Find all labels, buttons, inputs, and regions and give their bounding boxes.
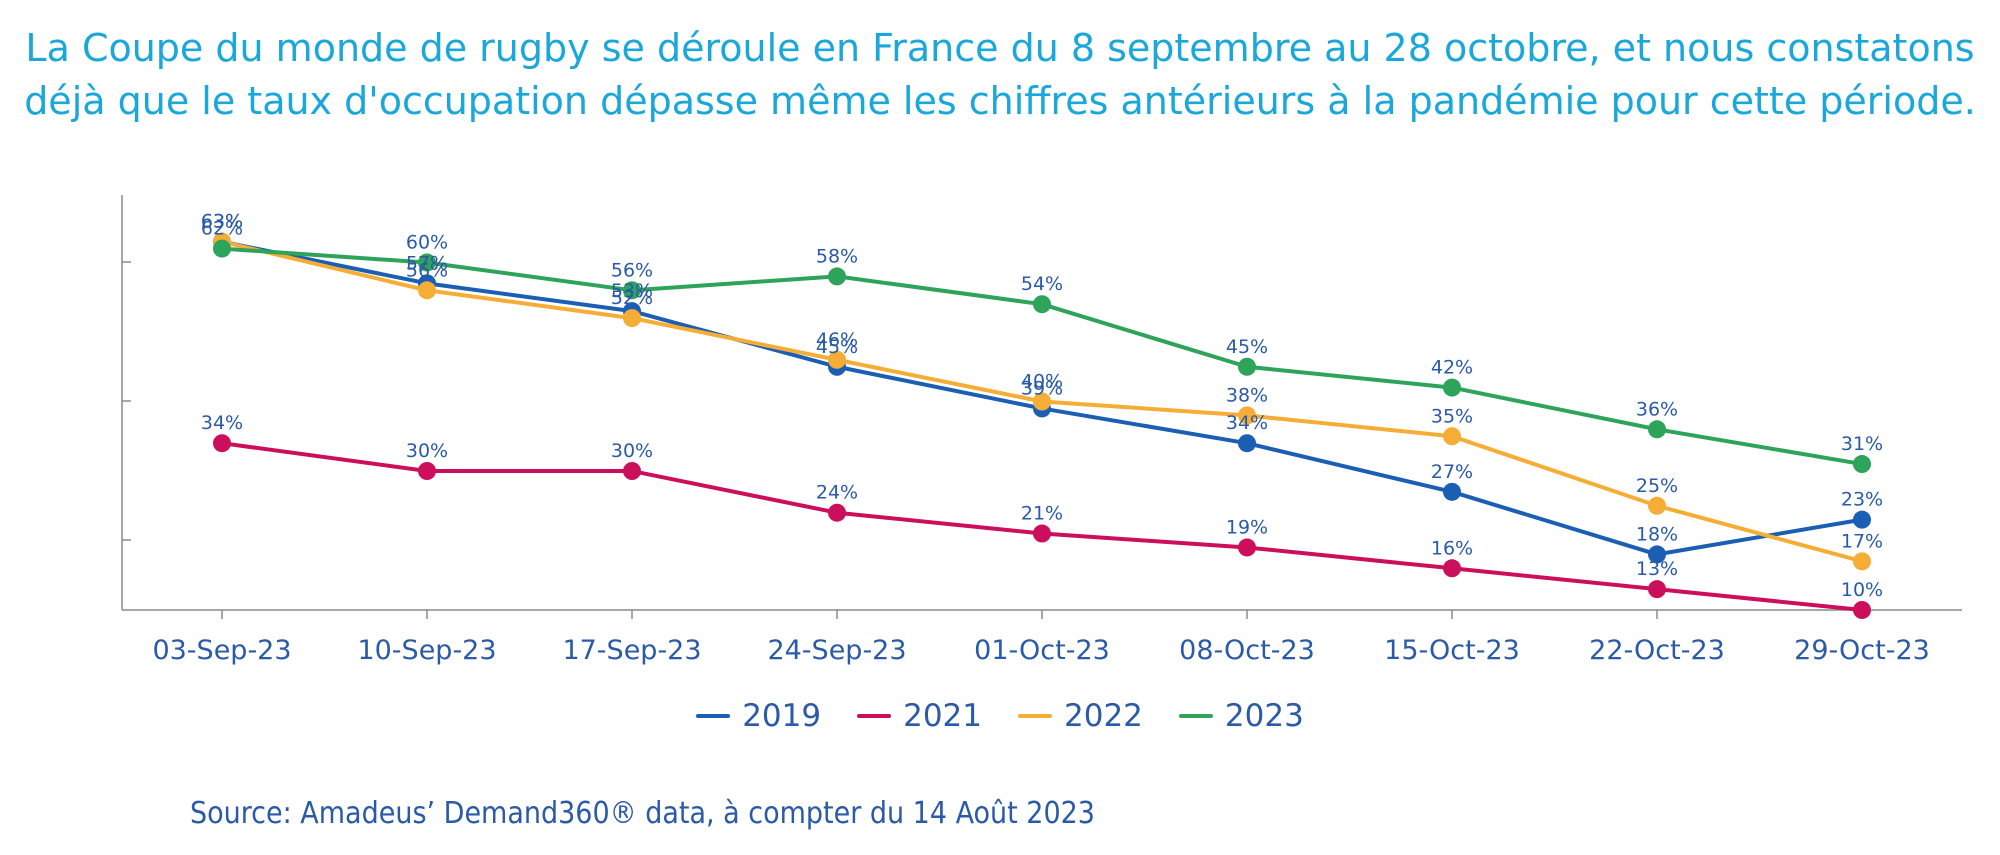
data-label-2022: 56% <box>406 259 448 281</box>
x-tick-labels: 03-Sep-23 10-Sep-23 17-Sep-23 24-Sep-23 01-O… <box>152 635 1929 666</box>
data-label-2023: 56% <box>611 259 653 281</box>
chart-title: La Coupe du monde de rugby se déroule en… <box>0 22 2000 128</box>
data-point-2022 <box>1443 427 1461 446</box>
data-point-2022 <box>1648 496 1666 515</box>
x-tick-label: 03-Sep-23 <box>152 635 291 666</box>
data-label-2023: 54% <box>1021 273 1063 295</box>
legend-label: 2019 <box>742 698 822 734</box>
data-label-2021: 30% <box>406 440 448 462</box>
legend-item-2022: 2022 <box>1018 698 1143 734</box>
data-label-2021: 21% <box>1021 503 1063 525</box>
data-label-2021: 19% <box>1226 516 1268 538</box>
data-label-2021: 16% <box>1431 537 1473 559</box>
legend-label: 2023 <box>1224 698 1304 734</box>
data-point-2023 <box>623 281 641 300</box>
data-label-2019: 34% <box>1226 412 1268 434</box>
data-label-2023: 31% <box>1841 433 1883 455</box>
chart-axes <box>121 195 1962 619</box>
data-label-2023: 42% <box>1431 357 1473 379</box>
x-tick-label: 24-Sep-23 <box>767 635 906 666</box>
x-tick-label: 10-Sep-23 <box>357 635 496 666</box>
data-label-2021: 10% <box>1841 579 1883 601</box>
data-label-2019: 53% <box>611 280 653 302</box>
data-point-2021 <box>1648 580 1666 599</box>
legend-item-2023: 2023 <box>1178 698 1304 734</box>
data-label-2019: 57% <box>406 252 448 274</box>
data-label-2023: 60% <box>406 232 448 254</box>
data-labels: 63% 57% 53% 45% 39% 34% 27% 18% 23% 34% 30% 30% 24% 2… <box>201 211 1883 601</box>
legend-label: 2022 <box>1064 698 1143 734</box>
data-label-2021: 30% <box>611 440 653 462</box>
data-point-2021 <box>1033 524 1051 543</box>
data-label-2022: 63% <box>201 211 243 233</box>
x-tick-label: 29-Oct-23 <box>1794 635 1930 666</box>
data-label-2019: 23% <box>1841 489 1883 511</box>
data-point-2021 <box>828 503 846 522</box>
series-points <box>213 232 1871 619</box>
data-point-2022 <box>418 281 436 300</box>
x-tick-label: 01-Oct-23 <box>974 635 1110 666</box>
chart-legend: 2019 2021 2022 2023 <box>0 698 2000 734</box>
data-label-2022: 35% <box>1431 405 1473 427</box>
data-point-2022 <box>1853 552 1871 571</box>
data-point-2023 <box>828 267 846 286</box>
x-tick-label: 17-Sep-23 <box>562 635 701 666</box>
data-point-2022 <box>1238 406 1256 425</box>
data-point-2021 <box>1853 601 1871 619</box>
data-label-2022: 40% <box>1021 371 1063 393</box>
data-point-2023 <box>213 239 231 258</box>
data-label-2019: 18% <box>1636 523 1678 545</box>
x-tick-label: 22-Oct-23 <box>1589 635 1725 666</box>
legend-label: 2021 <box>903 698 982 734</box>
data-point-2023 <box>1648 420 1666 439</box>
data-label-2021: 13% <box>1636 558 1678 580</box>
legend-item-2019: 2019 <box>696 698 821 734</box>
data-point-2022 <box>1033 392 1051 411</box>
data-point-2023 <box>1033 295 1051 314</box>
data-label-2022: 17% <box>1841 530 1883 552</box>
data-label-2023: 62% <box>201 218 243 240</box>
data-point-2021 <box>418 462 436 480</box>
data-point-2021 <box>623 462 641 480</box>
x-tick-label: 08-Oct-23 <box>1179 635 1315 666</box>
data-point-2019 <box>1648 545 1666 564</box>
legend-swatch-icon <box>696 714 731 718</box>
data-point-2023 <box>1853 455 1871 474</box>
data-label-2022: 52% <box>611 287 653 309</box>
data-point-2022 <box>623 309 641 328</box>
legend-swatch-icon <box>857 714 892 718</box>
data-point-2023 <box>1238 357 1256 376</box>
data-point-2022 <box>828 350 846 369</box>
data-point-2021 <box>1443 559 1461 578</box>
data-point-2019 <box>1238 434 1256 453</box>
data-label-2019: 39% <box>1021 377 1063 399</box>
data-label-2022: 46% <box>816 329 858 351</box>
data-label-2023: 58% <box>816 245 858 267</box>
legend-item-2021: 2021 <box>857 698 982 734</box>
title-line-1: La Coupe du monde de rugby se déroule en… <box>25 26 1975 70</box>
data-point-2019 <box>1443 482 1461 501</box>
data-point-2019 <box>1853 510 1871 529</box>
data-label-2021: 34% <box>201 412 243 434</box>
data-label-2022: 38% <box>1226 384 1268 406</box>
data-point-2021 <box>1238 538 1256 557</box>
data-label-2019: 63% <box>201 211 243 233</box>
data-point-2023 <box>418 253 436 272</box>
data-point-2023 <box>1443 378 1461 397</box>
data-point-2021 <box>213 434 231 453</box>
data-label-2019: 27% <box>1431 461 1473 483</box>
source-note: Source: Amadeus’ Demand360® data, à comp… <box>190 796 1095 831</box>
data-label-2023: 36% <box>1636 398 1678 420</box>
title-line-2: déjà que le taux d'occupation dépasse mê… <box>24 79 1976 123</box>
data-label-2019: 45% <box>816 336 858 358</box>
legend-swatch-icon <box>1178 714 1213 718</box>
data-label-2021: 24% <box>816 482 858 504</box>
data-label-2022: 25% <box>1636 475 1678 497</box>
legend-swatch-icon <box>1018 714 1052 718</box>
data-label-2023: 45% <box>1226 336 1268 358</box>
x-tick-label: 15-Oct-23 <box>1384 635 1520 666</box>
